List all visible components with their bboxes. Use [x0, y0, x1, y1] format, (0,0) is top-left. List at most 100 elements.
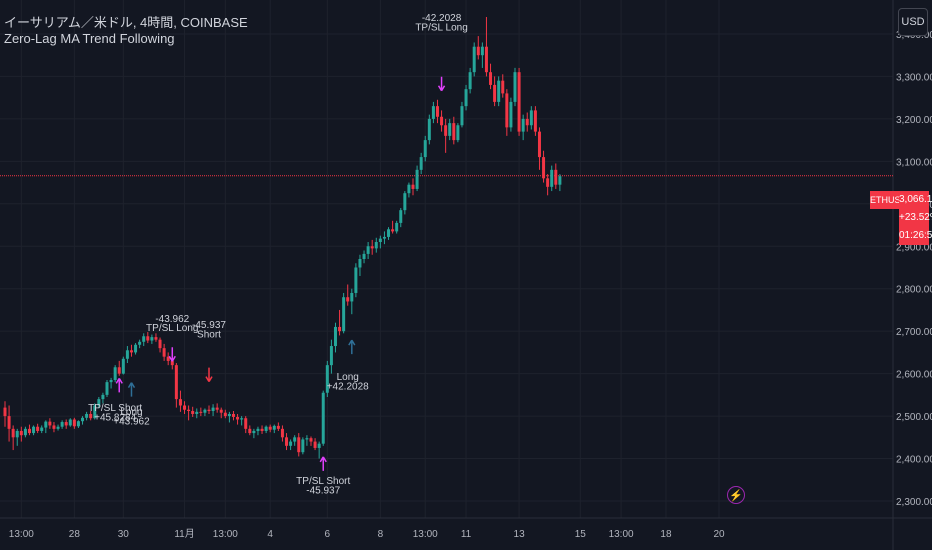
candle-body	[525, 118, 529, 126]
bar-countdown: 01:26:52	[899, 230, 932, 241]
candle-body	[166, 356, 170, 361]
candle-body	[533, 110, 537, 132]
candle-body	[236, 416, 240, 420]
x-tick-label: 13:00	[413, 529, 438, 540]
candle-body	[85, 413, 89, 418]
y-tick-label: 3,300.00	[896, 72, 932, 83]
x-tick-label: 13	[514, 529, 526, 540]
candle-body	[444, 125, 448, 136]
candle-body	[52, 425, 56, 429]
candle-body	[44, 421, 48, 428]
lightning-icon[interactable]: ⚡	[727, 486, 745, 504]
candle-body	[129, 350, 133, 353]
candle-body	[550, 169, 554, 187]
candle-body	[501, 80, 505, 94]
candle-body	[440, 116, 444, 126]
candle-body	[366, 246, 370, 254]
candle-body	[19, 430, 23, 436]
candle-body	[199, 411, 203, 413]
candle-body	[195, 411, 199, 414]
candle-body	[346, 297, 350, 302]
candle-body	[260, 428, 264, 431]
candle-body	[48, 421, 52, 426]
candle-body	[158, 339, 162, 349]
candle-body	[105, 382, 109, 395]
candle-body	[93, 405, 97, 419]
candle-body	[399, 210, 403, 223]
candle-body	[211, 407, 215, 412]
candle-body	[60, 422, 64, 427]
candle-body	[293, 437, 297, 442]
signal-arrow-down	[205, 367, 213, 383]
y-tick-label: 2,500.00	[896, 412, 932, 423]
candle-body	[464, 89, 468, 107]
candle-body	[219, 409, 223, 413]
candle-body	[407, 184, 411, 194]
annotation-label: +45.8284	[94, 412, 136, 423]
candle-body	[513, 72, 517, 102]
x-tick-label: 30	[118, 529, 130, 540]
annotation-label: Long	[337, 372, 359, 383]
annotation-label: TP/SL Short	[88, 403, 142, 414]
x-tick-label: 18	[660, 529, 672, 540]
candle-body	[468, 72, 472, 90]
currency-button[interactable]: USD	[898, 8, 928, 36]
candle-body	[215, 407, 219, 410]
candle-body	[329, 346, 333, 366]
x-tick-label: 13:00	[9, 529, 34, 540]
candle-body	[362, 253, 366, 259]
price-change-value: +23.52%	[899, 212, 932, 223]
candle-body	[537, 131, 541, 158]
annotation-label: -42.2028	[422, 13, 462, 24]
candle-body	[427, 118, 431, 141]
candle-body	[325, 365, 329, 393]
candle-body	[305, 438, 309, 440]
annotation-label: Long	[120, 407, 142, 418]
candle-body	[497, 80, 501, 102]
signal-arrow-up	[115, 377, 123, 393]
x-tick-label: 15	[575, 529, 587, 540]
candle-body	[342, 297, 346, 332]
candle-body	[142, 336, 146, 342]
candle-body	[338, 326, 342, 332]
candle-body	[517, 72, 521, 132]
symbol-price-tag: ETHUSD	[870, 191, 907, 209]
candle-body	[484, 46, 488, 73]
candle-body	[456, 125, 460, 141]
candle-body	[480, 46, 484, 56]
candle-body	[125, 350, 129, 359]
candle-body	[382, 236, 386, 239]
candle-body	[15, 430, 19, 438]
candle-body	[113, 367, 117, 381]
signal-arrow-down	[437, 76, 446, 92]
annotation-label: TP/SL Long	[415, 23, 467, 34]
annotation-label: TP/SL Short	[296, 476, 350, 487]
candle-body	[121, 358, 125, 374]
candle-body	[76, 421, 80, 427]
candle-body	[301, 439, 305, 453]
candle-body	[415, 169, 419, 189]
candle-body	[276, 425, 280, 429]
candle-body	[387, 229, 391, 237]
candle-body	[138, 341, 142, 345]
candle-body	[472, 46, 476, 73]
candle-body	[423, 140, 427, 158]
candle-body	[40, 427, 44, 431]
y-tick-label: 2,800.00	[896, 285, 932, 296]
candle-body	[554, 169, 558, 185]
candle-body	[170, 360, 174, 366]
candle-body	[460, 106, 464, 126]
candle-body	[358, 259, 362, 268]
candle-body	[317, 443, 321, 448]
candle-body	[546, 178, 550, 187]
candle-body	[240, 418, 244, 420]
x-tick-label: 4	[267, 529, 273, 540]
candle-body	[207, 409, 211, 412]
candle-body	[285, 437, 289, 446]
candle-body	[489, 72, 493, 85]
candle-body	[297, 437, 301, 453]
candle-body	[7, 416, 11, 429]
candle-body	[411, 184, 415, 189]
y-tick-label: 2,400.00	[896, 455, 932, 466]
